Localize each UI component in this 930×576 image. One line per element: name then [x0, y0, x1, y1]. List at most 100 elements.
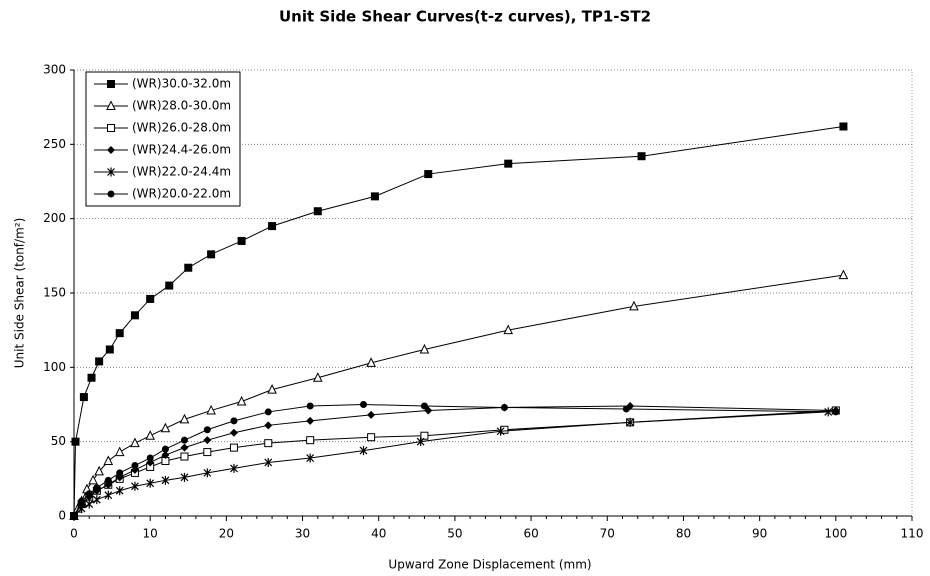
legend-label: (WR)20.0-22.0m [132, 187, 231, 201]
marker [115, 329, 124, 338]
marker [839, 122, 848, 131]
marker [370, 192, 379, 201]
marker [264, 439, 273, 448]
marker [85, 490, 93, 498]
legend-label: (WR)26.0-28.0m [132, 121, 231, 135]
marker [503, 324, 514, 335]
marker [206, 404, 216, 415]
x-tick-label: 100 [824, 527, 847, 541]
series-line [73, 411, 829, 517]
marker [160, 422, 171, 433]
marker [629, 300, 639, 311]
marker [264, 421, 273, 430]
marker [146, 454, 154, 462]
marker [130, 311, 139, 320]
marker [267, 384, 277, 394]
marker [420, 402, 428, 410]
marker [179, 413, 190, 424]
marker [95, 357, 104, 366]
marker [146, 478, 155, 488]
marker [359, 446, 368, 456]
marker [131, 461, 139, 469]
marker [838, 269, 849, 280]
y-tick-label: 150 [43, 286, 66, 300]
marker [203, 436, 212, 445]
marker [229, 443, 238, 452]
marker [203, 468, 212, 478]
legend-label: (WR)28.0-30.0m [132, 99, 231, 113]
marker [626, 417, 635, 427]
marker [70, 512, 78, 520]
x-tick-label: 0 [70, 527, 78, 541]
y-tick-label: 300 [43, 63, 66, 77]
marker [312, 372, 323, 382]
marker [114, 446, 125, 457]
marker [107, 190, 115, 198]
marker [268, 222, 277, 231]
marker [87, 373, 96, 382]
x-tick-label: 40 [371, 527, 386, 541]
marker [207, 250, 216, 259]
marker [116, 469, 124, 477]
marker [367, 433, 376, 442]
chart-title: Unit Side Shear Curves(t-z curves), TP1-… [279, 8, 651, 26]
marker [106, 100, 116, 110]
marker [230, 463, 238, 473]
marker [79, 393, 88, 402]
marker [107, 167, 115, 177]
marker [622, 405, 630, 413]
marker [637, 152, 646, 161]
marker [832, 408, 840, 416]
marker [88, 474, 98, 485]
marker [146, 294, 155, 303]
legend-box [85, 71, 241, 207]
marker [78, 497, 86, 505]
y-tick-label: 0 [58, 509, 66, 523]
y-tick-label: 200 [43, 211, 66, 225]
marker [203, 426, 211, 434]
marker [306, 436, 315, 445]
marker [359, 401, 367, 408]
marker [416, 437, 425, 447]
marker [237, 236, 246, 245]
y-axis-title: Unit Side Shear (tonf/m²) [13, 218, 27, 369]
marker [130, 437, 140, 448]
marker [94, 465, 104, 476]
marker [145, 430, 155, 440]
marker [180, 452, 189, 461]
marker [165, 281, 174, 290]
marker [161, 445, 169, 453]
series-line [73, 274, 844, 517]
marker [419, 343, 430, 354]
marker [131, 481, 139, 491]
marker [107, 124, 115, 132]
marker [313, 207, 322, 216]
x-tick-label: 50 [447, 527, 462, 541]
x-tick-label: 80 [676, 527, 691, 541]
marker [104, 490, 113, 500]
marker [71, 437, 80, 446]
marker [85, 499, 94, 509]
marker [236, 395, 247, 406]
marker [104, 476, 112, 484]
y-tick-label: 250 [43, 137, 66, 151]
series-line [73, 409, 836, 517]
x-tick-label: 110 [901, 527, 924, 541]
legend-label: (WR)24.4-26.0m [132, 143, 231, 157]
marker [161, 451, 170, 460]
marker [180, 443, 189, 452]
marker [107, 80, 115, 88]
legend-label: (WR)30.0-32.0m [132, 77, 231, 91]
marker [229, 428, 238, 437]
marker [203, 448, 212, 457]
marker [107, 146, 115, 154]
marker [500, 403, 508, 411]
marker [115, 486, 124, 496]
marker [184, 263, 193, 272]
marker [306, 402, 314, 410]
marker [367, 410, 376, 419]
marker [264, 408, 272, 416]
marker [420, 431, 429, 440]
x-tick-label: 60 [523, 527, 538, 541]
